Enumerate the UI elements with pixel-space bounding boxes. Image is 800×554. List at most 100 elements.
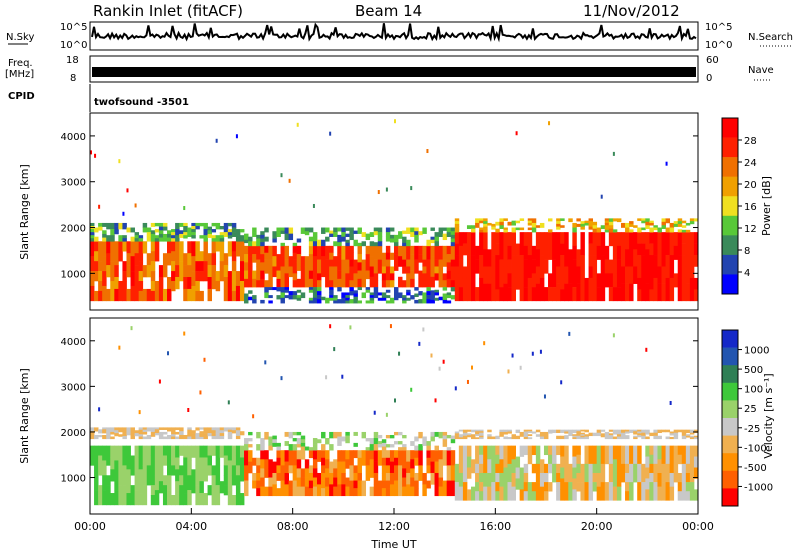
heatmap-cell xyxy=(377,441,383,445)
heatmap-cell xyxy=(333,241,338,247)
heatmap-cell xyxy=(162,222,168,227)
heatmap-cell xyxy=(337,238,342,243)
heatmap-cell xyxy=(576,249,581,267)
heatmap-cell xyxy=(126,288,131,302)
heatmap-cell xyxy=(426,480,431,489)
heatmap-cell xyxy=(560,289,565,302)
heatmap-cell xyxy=(329,131,332,136)
heatmap-cell xyxy=(458,245,464,260)
heatmap-cell xyxy=(645,478,650,490)
heatmap-cell xyxy=(296,295,302,299)
heatmap-cell xyxy=(369,232,375,237)
heatmap-cell xyxy=(272,461,277,474)
heatmap-cell xyxy=(600,433,606,436)
heatmap-cell xyxy=(616,434,622,437)
heatmap-cell xyxy=(503,445,508,457)
heatmap-cell xyxy=(633,437,638,440)
heatmap-cell xyxy=(394,457,399,466)
heatmap-cell xyxy=(284,431,290,437)
heatmap-cell xyxy=(608,232,614,247)
heatmap-cell xyxy=(689,221,695,225)
heatmap-cell xyxy=(503,266,508,284)
heatmap-cell xyxy=(256,252,261,260)
y-tick-label: 2000 xyxy=(61,428,86,439)
heatmap-cell xyxy=(329,252,334,260)
heatmap-cell xyxy=(203,241,208,262)
heatmap-cell xyxy=(466,225,472,229)
heatmap-cell xyxy=(341,374,344,379)
heatmap-cell xyxy=(239,493,245,506)
heatmap-cell xyxy=(341,259,346,274)
heatmap-cell xyxy=(150,445,156,456)
heatmap-cell xyxy=(260,238,265,243)
heatmap-cell xyxy=(183,481,188,494)
heatmap-cell xyxy=(333,232,338,237)
heatmap-cell xyxy=(244,262,249,271)
heatmap-cell xyxy=(227,436,233,440)
heatmap-cell xyxy=(231,427,237,431)
heatmap-cell xyxy=(312,438,318,445)
heatmap-cell xyxy=(94,490,99,506)
heatmap-cell xyxy=(414,293,419,298)
heatmap-cell xyxy=(576,463,581,474)
heatmap-cell xyxy=(167,445,172,461)
heatmap-cell xyxy=(235,495,241,506)
heatmap-cell xyxy=(142,227,148,233)
heatmap-cell xyxy=(381,295,387,299)
heatmap-cell xyxy=(422,266,427,274)
heatmap-cell xyxy=(661,225,666,229)
heatmap-cell xyxy=(620,463,626,483)
heatmap-cell xyxy=(195,271,200,282)
heatmap-cell xyxy=(353,230,358,234)
heatmap-cell xyxy=(272,484,277,497)
heatmap-cell xyxy=(592,277,598,302)
heatmap-cell xyxy=(596,273,602,288)
heatmap-cell xyxy=(592,454,598,465)
heatmap-cell xyxy=(406,227,411,234)
heatmap-cell xyxy=(248,236,253,242)
heatmap-cell xyxy=(543,463,549,474)
heatmap-cell xyxy=(426,245,431,260)
heatmap-cell xyxy=(268,441,273,446)
heatmap-cell xyxy=(673,273,679,288)
heatmap-cell xyxy=(572,431,577,434)
heatmap-cell xyxy=(580,255,585,279)
heatmap-cell xyxy=(608,259,614,274)
heatmap-cell xyxy=(264,459,269,469)
heatmap-cell xyxy=(475,222,480,228)
heatmap-cell xyxy=(426,259,431,274)
heatmap-cell xyxy=(552,232,557,247)
heatmap-cell xyxy=(130,431,135,436)
heatmap-cell xyxy=(556,221,561,225)
heatmap-cell xyxy=(604,445,610,465)
heatmap-cell xyxy=(669,433,675,436)
heatmap-cell xyxy=(239,445,245,458)
heatmap-cell xyxy=(207,253,212,266)
heatmap-cell xyxy=(203,469,208,482)
heatmap-cell xyxy=(280,242,285,247)
heatmap-cell xyxy=(560,218,565,221)
heatmap-cell xyxy=(333,468,338,478)
heatmap-cell xyxy=(373,231,379,236)
heatmap-cell xyxy=(106,445,111,456)
heatmap-cell xyxy=(325,375,328,380)
heatmap-cell xyxy=(203,229,208,236)
heatmap-cell xyxy=(211,229,217,233)
heatmap-cell xyxy=(410,468,415,478)
heatmap-cell xyxy=(535,463,541,483)
heatmap-cell xyxy=(272,266,277,278)
heatmap-cell xyxy=(442,450,448,466)
nsearch-tick-bottom: 10^0 xyxy=(705,40,732,51)
heatmap-cell xyxy=(373,266,379,274)
heatmap-cell xyxy=(389,444,395,448)
heatmap-cell xyxy=(572,245,577,260)
heatmap-cell xyxy=(94,227,99,233)
heatmap-cell xyxy=(150,429,156,433)
heatmap-cell xyxy=(418,291,423,296)
heatmap-cell xyxy=(572,478,577,490)
heatmap-cell xyxy=(649,289,654,302)
heatmap-cell xyxy=(122,235,127,239)
heatmap-cell xyxy=(394,293,399,298)
heatmap-cell xyxy=(377,292,383,296)
heatmap-cell xyxy=(592,225,598,229)
